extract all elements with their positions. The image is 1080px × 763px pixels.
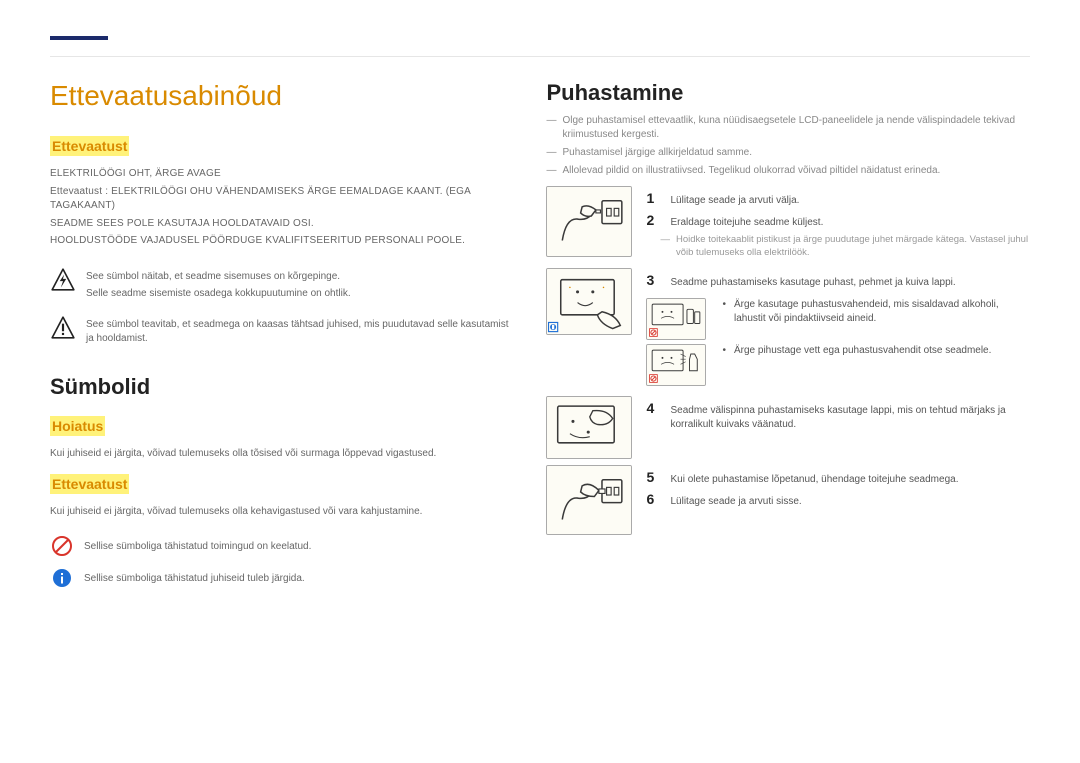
prohibit-icon <box>50 534 74 558</box>
illus-plugin <box>546 465 632 536</box>
caution2-label: Ettevaatust <box>50 474 129 494</box>
step-2-subnote-text: Hoidke toitekaablit pistikust ja ärge pu… <box>676 234 1030 260</box>
no-spray-illustration <box>646 344 706 386</box>
step-4-row: 4 Seadme välispinna puhastamiseks kasuta… <box>546 396 1030 459</box>
step-4-text: Seadme välispinna puhastamiseks kasutage… <box>670 404 1030 432</box>
cleaning-note-2: ―Allolevad pildid on illustratiivsed. Te… <box>546 164 1030 178</box>
warning-label: Hoiatus <box>50 416 105 436</box>
bullet-dot-icon: • <box>722 345 726 356</box>
bullet-dot-icon: • <box>722 299 726 310</box>
cleaning-steps: 1 Lülitage seade ja arvuti välja. 2 Eral… <box>546 186 1030 535</box>
step-6-line: 6 Lülitage seade ja arvuti sisse. <box>646 491 1030 509</box>
symbols-section: Sümbolid Hoiatus Kui juhiseid ei järgita… <box>50 374 510 590</box>
cleaning-note-1-text: Puhastamisel järgige allkirjeldatud samm… <box>562 146 752 160</box>
step-2-line: 2 Eraldage toitejuhe seadme küljest. <box>646 212 1030 230</box>
damp-cloth-illustration <box>546 396 632 459</box>
page-root: Ettevaatusabinõud Ettevaatust ELEKTRILÖÖ… <box>0 0 1080 628</box>
illus-unplug <box>546 186 632 257</box>
cleaning-note-0: ―Olge puhastamisel ettevaatlik, kuna nüü… <box>546 114 1030 142</box>
cleaning-heading: Puhastamine <box>546 80 1030 106</box>
top-bar <box>50 36 1030 52</box>
caution-block: Ettevaatust ELEKTRILÖÖGI OHT, ÄRGE AVAGE… <box>50 130 510 249</box>
illus-no-spray <box>646 344 706 386</box>
caution-line-1: Ettevaatust : ELEKTRILÖÖGI OHU VÄHENDAMI… <box>50 185 510 214</box>
two-column-layout: Ettevaatusabinõud Ettevaatust ELEKTRILÖÖ… <box>50 80 1030 598</box>
step-6-num: 6 <box>646 491 660 507</box>
step-3-row: 3 Seadme puhastamiseks kasutage puhast, … <box>546 268 1030 390</box>
step-3-bullet-0-text: Ärge kasutage puhastusvahendeid, mis sis… <box>734 298 1030 326</box>
high-voltage-block: See sümbol näitab, et seadme sisemuses o… <box>50 267 510 305</box>
unplug-illustration <box>546 186 632 257</box>
cleaning-note-1: ―Puhastamisel järgige allkirjeldatud sam… <box>546 146 1030 160</box>
symbols-heading: Sümbolid <box>50 374 510 400</box>
illus-no-chemicals <box>646 298 706 340</box>
illus-wipe <box>546 268 632 336</box>
header-accent-mark <box>50 36 108 40</box>
step-3-num: 3 <box>646 272 660 288</box>
warn-doc-text: See sümbol teavitab, et seadmega on kaas… <box>86 318 510 347</box>
plugin-illustration <box>546 465 632 536</box>
left-column: Ettevaatusabinõud Ettevaatust ELEKTRILÖÖ… <box>50 80 510 598</box>
step-3-bullet-1: • Ärge pihustage vett ega puhastusvahend… <box>646 344 1030 386</box>
step-1-line: 1 Lülitage seade ja arvuti välja. <box>646 190 1030 208</box>
step-5-text: Kui olete puhastamise lõpetanud, ühendag… <box>670 473 958 487</box>
high-voltage-icon <box>50 267 76 293</box>
step-2-num: 2 <box>646 212 660 228</box>
step-2-text: Eraldage toitejuhe seadme küljest. <box>670 216 823 230</box>
hv-text-0: See sümbol näitab, et seadme sisemuses o… <box>86 270 510 285</box>
caution-line-2: SEADME SEES POLE KASUTAJA HOOLDATAVAID O… <box>50 217 510 232</box>
step-1-2-row: 1 Lülitage seade ja arvuti välja. 2 Eral… <box>546 186 1030 262</box>
illus-damp-cloth <box>546 396 632 459</box>
step-3-bullet-1-text: Ärge pihustage vett ega puhastusvahendit… <box>734 344 991 358</box>
cleaning-note-2-text: Allolevad pildid on illustratiivsed. Teg… <box>562 164 940 178</box>
caution-line-0: ELEKTRILÖÖGI OHT, ÄRGE AVAGE <box>50 167 510 182</box>
prohibit-text: Sellise sümboliga tähistatud toimingud o… <box>84 540 311 555</box>
caution2-text: Kui juhiseid ei järgita, võivad tulemuse… <box>50 505 510 520</box>
no-chemicals-illustration <box>646 298 706 340</box>
step-6-text: Lülitage seade ja arvuti sisse. <box>670 495 801 509</box>
step-5-6-row: 5 Kui olete puhastamise lõpetanud, ühend… <box>546 465 1030 536</box>
step-1-num: 1 <box>646 190 660 206</box>
step-5-line: 5 Kui olete puhastamise lõpetanud, ühend… <box>646 469 1030 487</box>
right-column: Puhastamine ―Olge puhastamisel ettevaatl… <box>546 80 1030 598</box>
header-rule <box>50 56 1030 57</box>
step-3-text: Seadme puhastamiseks kasutage puhast, pe… <box>670 276 955 290</box>
caution-label: Ettevaatust <box>50 136 129 156</box>
must-text: Sellise sümboliga tähistatud juhiseid tu… <box>84 572 305 587</box>
precautions-title: Ettevaatusabinõud <box>50 80 510 112</box>
step-4-num: 4 <box>646 400 660 416</box>
caution-line-3: HOOLDUSTÖÖDE VAJADUSEL PÖÖRDUGE KVALIFIT… <box>50 234 510 249</box>
must-row: Sellise sümboliga tähistatud juhiseid tu… <box>50 566 510 590</box>
step-5-num: 5 <box>646 469 660 485</box>
cleaning-note-0-text: Olge puhastamisel ettevaatlik, kuna nüüd… <box>562 114 1030 142</box>
step-2-subnote: ―Hoidke toitekaablit pistikust ja ärge p… <box>660 234 1030 260</box>
prohibit-row: Sellise sümboliga tähistatud toimingud o… <box>50 534 510 558</box>
hv-text-1: Selle seadme sisemiste osadega kokkupuut… <box>86 287 510 302</box>
info-must-icon <box>50 566 74 590</box>
step-1-text: Lülitage seade ja arvuti välja. <box>670 194 799 208</box>
step-3-line: 3 Seadme puhastamiseks kasutage puhast, … <box>646 272 1030 290</box>
warning-triangle-icon <box>50 315 76 341</box>
step-4-line: 4 Seadme välispinna puhastamiseks kasuta… <box>646 400 1030 432</box>
warning-text: Kui juhiseid ei järgita, võivad tulemuse… <box>50 447 510 462</box>
wipe-illustration <box>546 268 632 336</box>
warning-doc-block: See sümbol teavitab, et seadmega on kaas… <box>50 315 510 350</box>
step-3-bullet-0: • Ärge kasutage puhastusvahendeid, mis s… <box>646 298 1030 340</box>
